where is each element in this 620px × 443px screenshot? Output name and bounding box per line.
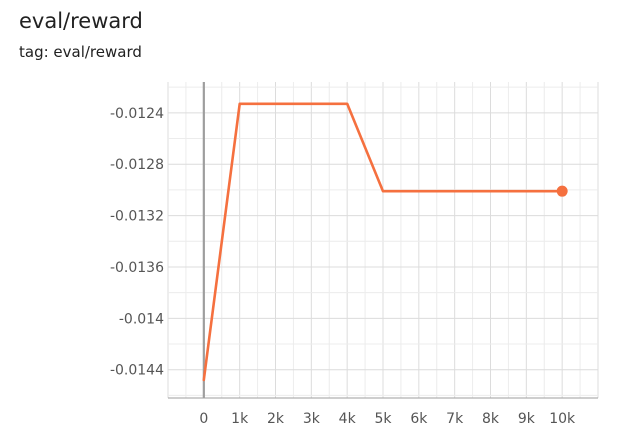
x-tick-label: 3k <box>303 411 321 427</box>
x-tick-label: 0 <box>199 411 208 427</box>
series-group <box>202 102 568 382</box>
x-tick-label: 6k <box>410 411 428 427</box>
x-tick-labels: 0 1k 2k 3k 4k 5k 6k 7k 8k 9k 10k <box>199 411 576 427</box>
x-tick-label: 5k <box>374 411 392 427</box>
y-tick-label: -0.0124 <box>110 106 164 122</box>
x-tick-label: 10k <box>549 411 576 427</box>
y-tick-labels: -0.0124 -0.0128 -0.0132 -0.0136 -0.014 -0.014… <box>110 106 164 379</box>
chart-title: eval/reward <box>19 9 143 33</box>
grid-lines <box>167 82 599 398</box>
y-tick-label: -0.0132 <box>110 209 164 225</box>
y-tick-label: -0.0128 <box>110 157 164 173</box>
series-line <box>202 102 564 382</box>
y-tick-label: -0.0136 <box>110 260 164 276</box>
axes <box>168 82 598 399</box>
x-tick-label: 9k <box>518 411 536 427</box>
y-tick-label: -0.0144 <box>110 363 164 379</box>
x-tick-label: 4k <box>339 411 357 427</box>
last-point-marker <box>556 185 568 197</box>
x-tick-label: 2k <box>267 411 285 427</box>
chart-subtitle: tag: eval/reward <box>19 43 142 61</box>
x-tick-label: 8k <box>482 411 500 427</box>
x-tick-label: 1k <box>231 411 249 427</box>
y-tick-label: -0.014 <box>119 311 164 327</box>
x-tick-label: 7k <box>446 411 464 427</box>
